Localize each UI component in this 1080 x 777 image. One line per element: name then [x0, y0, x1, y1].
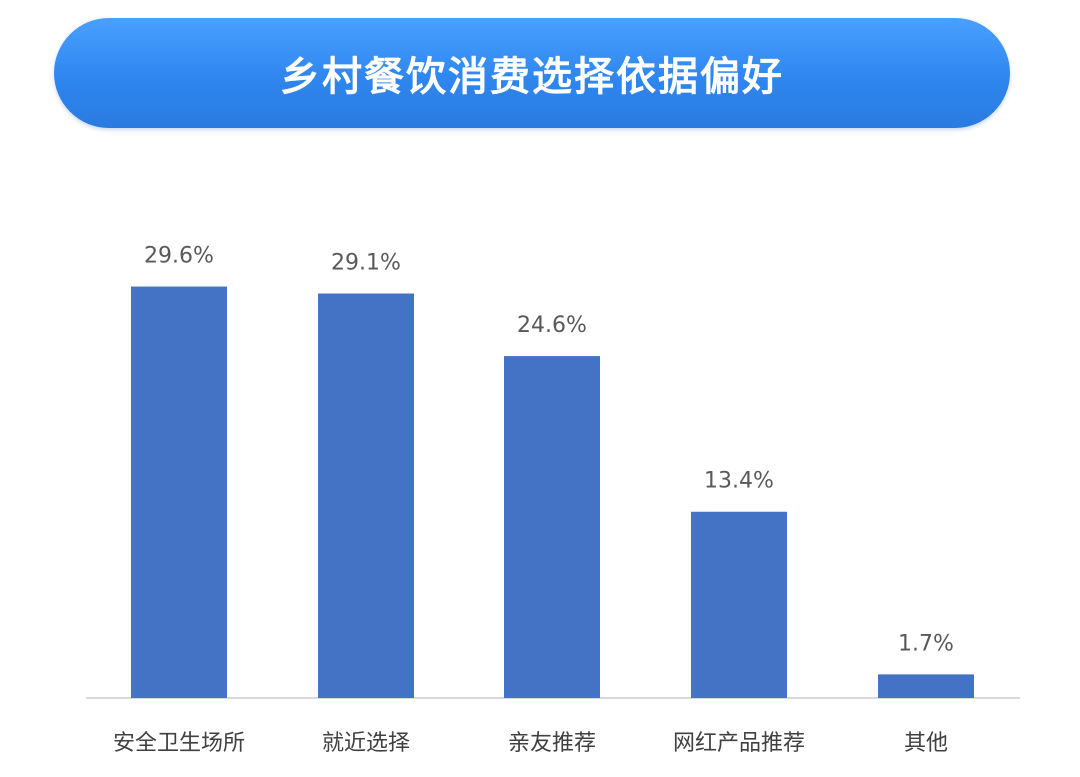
bar-4 — [691, 511, 787, 698]
bar-3 — [504, 356, 600, 698]
bar-5 — [878, 674, 974, 698]
bar-value-label-5: 1.7% — [898, 631, 954, 656]
category-label-4: 网红产品推荐 — [673, 731, 805, 756]
category-label-1: 安全卫生场所 — [113, 731, 245, 756]
chart-title: 乡村餐饮消费选择依据偏好 — [280, 54, 784, 100]
category-label-3: 亲友推荐 — [508, 731, 596, 756]
category-label-2: 就近选择 — [322, 731, 410, 756]
bar-value-label-1: 29.6% — [144, 244, 214, 269]
chart-title-banner: 乡村餐饮消费选择依据偏好 — [54, 18, 1010, 128]
bar-value-label-2: 29.1% — [331, 251, 401, 276]
category-label-5: 其他 — [904, 731, 948, 756]
bar-value-label-3: 24.6% — [517, 313, 587, 338]
bar-2 — [318, 293, 414, 698]
bar-series — [131, 286, 974, 698]
bar-value-label-4: 13.4% — [704, 469, 774, 494]
bar-1 — [131, 286, 227, 698]
value-labels: 29.6% 29.1% 24.6% 13.4% 1.7% — [144, 244, 954, 657]
category-labels: 安全卫生场所 就近选择 亲友推荐 网红产品推荐 其他 — [113, 731, 948, 756]
